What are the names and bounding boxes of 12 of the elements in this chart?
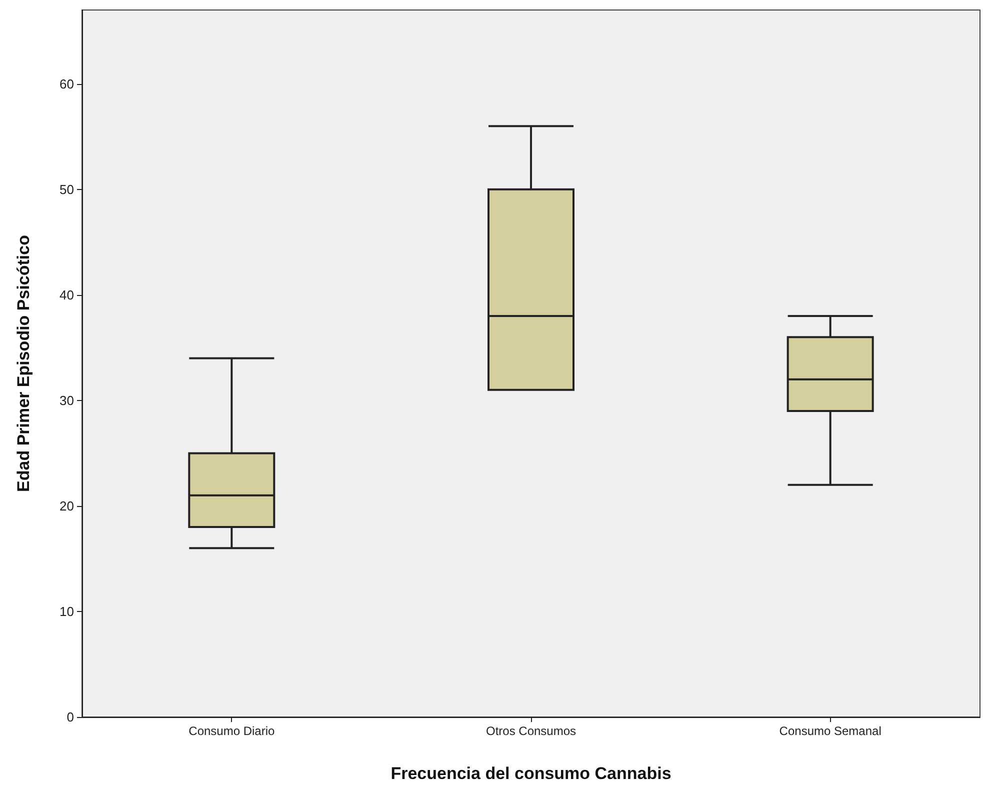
y-tick-label: 10	[60, 604, 74, 619]
y-tick-label: 0	[66, 710, 74, 724]
y-axis-title: Edad Primer Episodio Psicótico	[14, 235, 33, 492]
x-tick-label: Consumo Semanal	[779, 724, 882, 738]
y-tick-label: 40	[60, 287, 74, 302]
x-axis-title: Frecuencia del consumo Cannabis	[390, 764, 672, 783]
x-tick-label: Consumo Diario	[188, 724, 276, 738]
y-tick-label: 60	[60, 76, 74, 92]
y-tick-label: 30	[60, 392, 74, 408]
y-tick-label: 50	[60, 182, 74, 197]
x-tick-label: Otros Consumos	[486, 724, 576, 738]
y-tick-label: 20	[60, 498, 74, 514]
